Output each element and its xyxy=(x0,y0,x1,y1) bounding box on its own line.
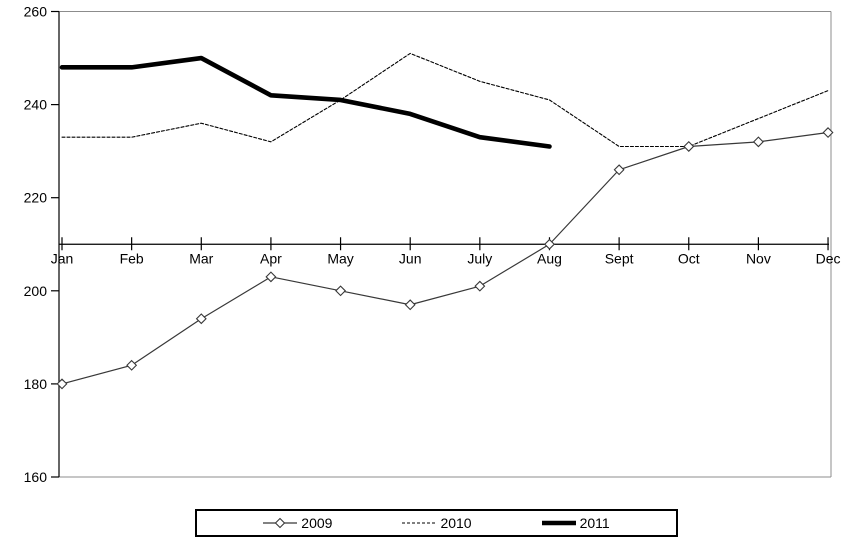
x-tick-label: Oct xyxy=(678,250,700,266)
marker-open-diamond-2009 xyxy=(335,285,347,297)
x-tick-label: Feb xyxy=(120,250,144,266)
x-tick-label: Mar xyxy=(189,250,213,266)
x-tick-label: Apr xyxy=(260,250,282,266)
x-tick-label: Jun xyxy=(399,250,422,266)
legend-key-2010-line xyxy=(402,522,437,524)
legend-item-2009: 2009 xyxy=(263,516,332,530)
x-tick-label: Nov xyxy=(746,250,771,266)
legend-label-2010: 2010 xyxy=(440,515,472,531)
legend-sample-marker xyxy=(275,517,286,529)
marker-open-diamond-2009 xyxy=(56,378,68,390)
legend-label-2009: 2009 xyxy=(301,515,333,531)
x-tick-label: Jan xyxy=(51,250,74,266)
legend-item-2011: 2011 xyxy=(541,515,610,531)
marker-open-diamond-2009 xyxy=(613,164,625,176)
series-line-2011 xyxy=(59,55,552,149)
legend-key-2009-line xyxy=(263,517,298,529)
x-tick-label: Dec xyxy=(816,250,841,266)
y-tick-label: 260 xyxy=(24,4,48,20)
y-tick-label: 200 xyxy=(24,283,48,299)
marker-open-diamond-2009 xyxy=(474,280,486,292)
x-tick-label: May xyxy=(327,250,353,266)
marker-open-diamond-2009 xyxy=(265,271,277,283)
marker-open-diamond-2009 xyxy=(544,238,555,250)
legend: 2009 2010 2011 xyxy=(195,509,678,537)
legend-label-2011: 2011 xyxy=(579,515,610,531)
x-tick-label: July xyxy=(467,250,492,266)
series-line-2009 xyxy=(61,131,829,385)
marker-open-diamond-2009 xyxy=(752,136,764,148)
marker-open-diamond-2009 xyxy=(404,299,416,311)
series-line-2010 xyxy=(61,52,829,148)
marker-open-diamond-2009 xyxy=(683,141,695,152)
y-tick-label: 220 xyxy=(24,190,48,206)
x-tick-label: Aug xyxy=(537,250,562,266)
x-tick-label: Sept xyxy=(605,250,634,266)
y-tick-label: 240 xyxy=(24,97,48,113)
legend-key-2011-line xyxy=(541,520,576,526)
marker-open-diamond-2009 xyxy=(195,313,207,325)
plot-area: 160 180 200 220 240 260 Jan Feb Mar Apr May Jun July… xyxy=(24,4,841,486)
legend-item-2010: 2010 xyxy=(402,515,472,531)
marker-open-diamond-2009 xyxy=(126,359,138,371)
y-tick-label: 160 xyxy=(24,469,48,485)
marker-open-diamond-2009 xyxy=(822,127,834,139)
y-tick-label: 180 xyxy=(24,376,48,392)
